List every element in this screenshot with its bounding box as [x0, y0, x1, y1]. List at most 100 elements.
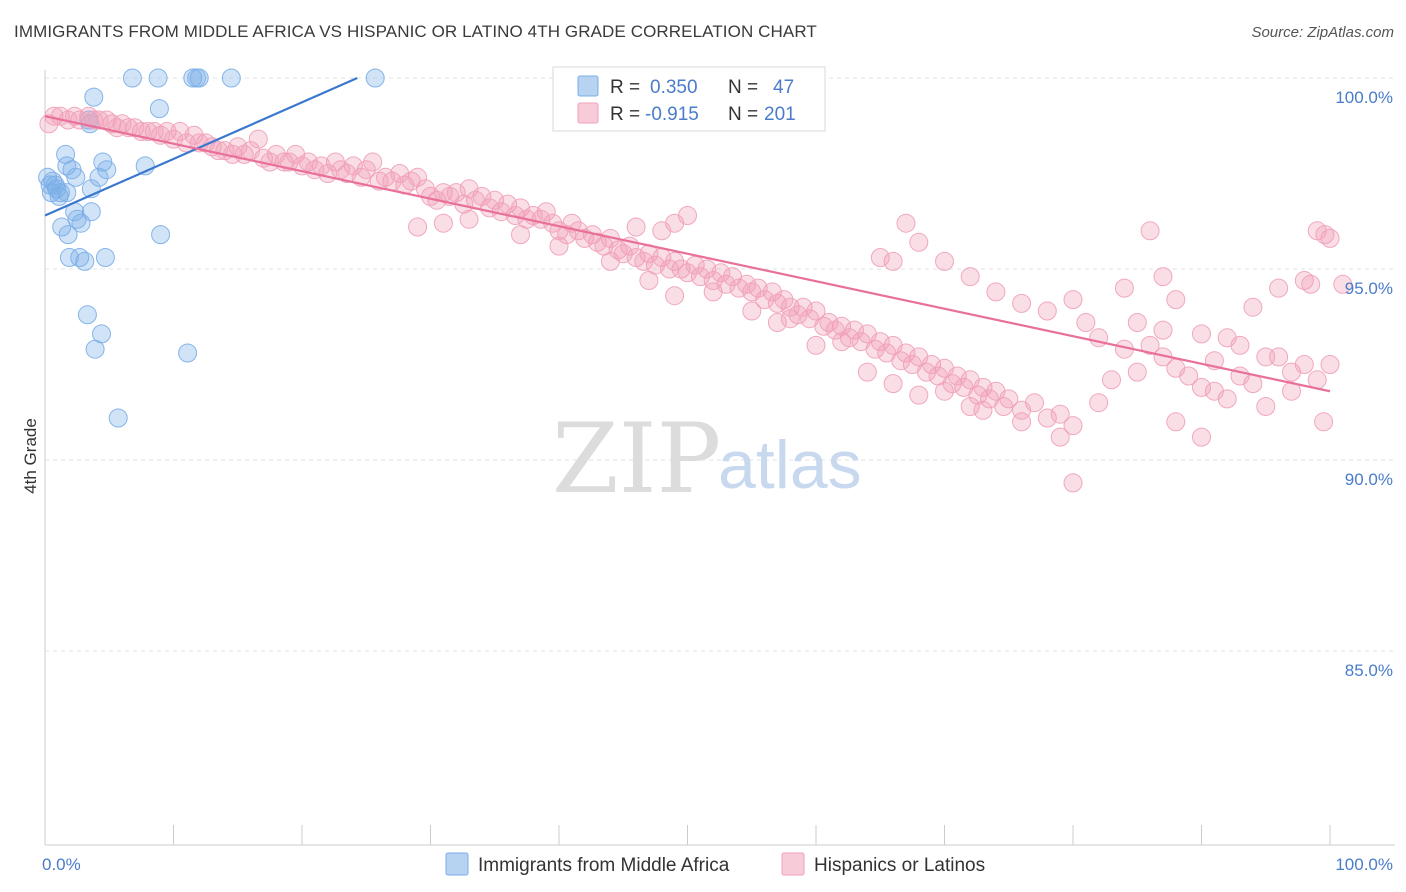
data-point [1063, 416, 1083, 436]
data-point [639, 271, 659, 290]
legend-n-value-2: 201 [764, 104, 796, 125]
data-point [703, 282, 723, 302]
data-point [935, 381, 954, 401]
data-point [960, 267, 980, 287]
data-point [52, 217, 72, 237]
chart-title: IMMIGRANTS FROM MIDDLE AFRICA VS HISPANI… [14, 22, 817, 41]
data-point [1063, 473, 1083, 493]
data-point [870, 332, 890, 352]
data-point [678, 263, 697, 283]
data-point [95, 248, 115, 267]
trend-line [44, 115, 1331, 393]
data-point [536, 202, 556, 222]
legend-r-label-2: R = [610, 104, 640, 125]
data-point [697, 259, 717, 279]
data-point [1050, 427, 1070, 447]
data-point [1025, 393, 1044, 413]
data-point [248, 129, 268, 149]
data-point [1153, 320, 1173, 340]
data-point [780, 309, 800, 329]
data-point [671, 259, 691, 279]
data-point [762, 282, 782, 302]
data-point [75, 251, 95, 271]
data-point [170, 122, 190, 141]
data-point [793, 297, 813, 317]
data-point [1166, 290, 1186, 310]
data-point [909, 385, 929, 405]
series-immigrants-middle-africa [38, 68, 385, 428]
data-point [446, 183, 466, 203]
legend-swatch-pink [577, 102, 599, 124]
data-point [1192, 427, 1211, 447]
data-point [57, 183, 77, 203]
data-point [459, 209, 479, 229]
data-point [298, 152, 318, 172]
y-tick-label: 90.0% [1345, 470, 1393, 489]
trend-lines [44, 76, 1331, 393]
data-point [1269, 278, 1289, 298]
data-point [909, 232, 929, 252]
data-point [1333, 274, 1353, 294]
data-point [433, 213, 453, 233]
data-point [1140, 221, 1160, 241]
data-point [363, 152, 383, 172]
data-point [1127, 313, 1147, 332]
data-point [1294, 355, 1314, 374]
data-point [343, 156, 363, 176]
data-point [1192, 377, 1211, 397]
data-point [986, 282, 1006, 302]
data-point [408, 167, 428, 187]
data-point [1179, 366, 1199, 386]
legend-n-value-1: 47 [773, 77, 794, 98]
y-tick-label: 100.0% [1335, 88, 1393, 107]
data-point [89, 110, 109, 130]
data-point [59, 248, 79, 267]
data-point [935, 251, 954, 271]
data-point [390, 164, 410, 183]
data-point [84, 87, 104, 107]
data-point [1114, 278, 1134, 298]
data-point [870, 248, 890, 267]
data-point [1012, 293, 1032, 313]
data-point [1037, 408, 1057, 428]
data-point [365, 68, 385, 88]
data-point [108, 408, 128, 428]
data-point [832, 332, 852, 352]
data-point [67, 209, 87, 229]
grid-lines [45, 77, 1395, 652]
data-point [47, 179, 67, 199]
data-point [806, 335, 826, 355]
data-point [883, 251, 903, 271]
data-point [356, 160, 376, 180]
data-point [626, 217, 646, 237]
data-point [70, 248, 90, 267]
data-point [1076, 313, 1096, 332]
data-point [973, 400, 993, 420]
data-point [557, 225, 577, 245]
data-point [151, 225, 171, 245]
data-point [1315, 225, 1335, 245]
data-point [71, 213, 91, 233]
x-tick-label-min: 0.0% [42, 855, 81, 874]
legend-r-value-1: 0.350 [650, 77, 698, 98]
data-point [748, 278, 768, 298]
x-tick-labels: 0.0% 100.0% [42, 855, 1393, 874]
data-point [50, 183, 70, 203]
data-point [66, 167, 86, 187]
data-point [1294, 271, 1314, 290]
data-point [742, 301, 762, 321]
legend-r-label-1: R = [610, 77, 640, 98]
data-point [1012, 412, 1032, 432]
data-point [1127, 362, 1147, 382]
data-point [845, 320, 864, 340]
data-point [1102, 370, 1121, 390]
data-point [178, 343, 198, 363]
data-point [665, 251, 685, 271]
trend-line [44, 76, 358, 217]
data-point [1153, 267, 1173, 287]
data-point [1256, 397, 1276, 416]
data-point [1314, 412, 1334, 432]
bottom-legend-label-2: Hispanics or Latinos [814, 855, 985, 876]
bottom-legend-label-1: Immigrants from Middle Africa [478, 855, 730, 876]
